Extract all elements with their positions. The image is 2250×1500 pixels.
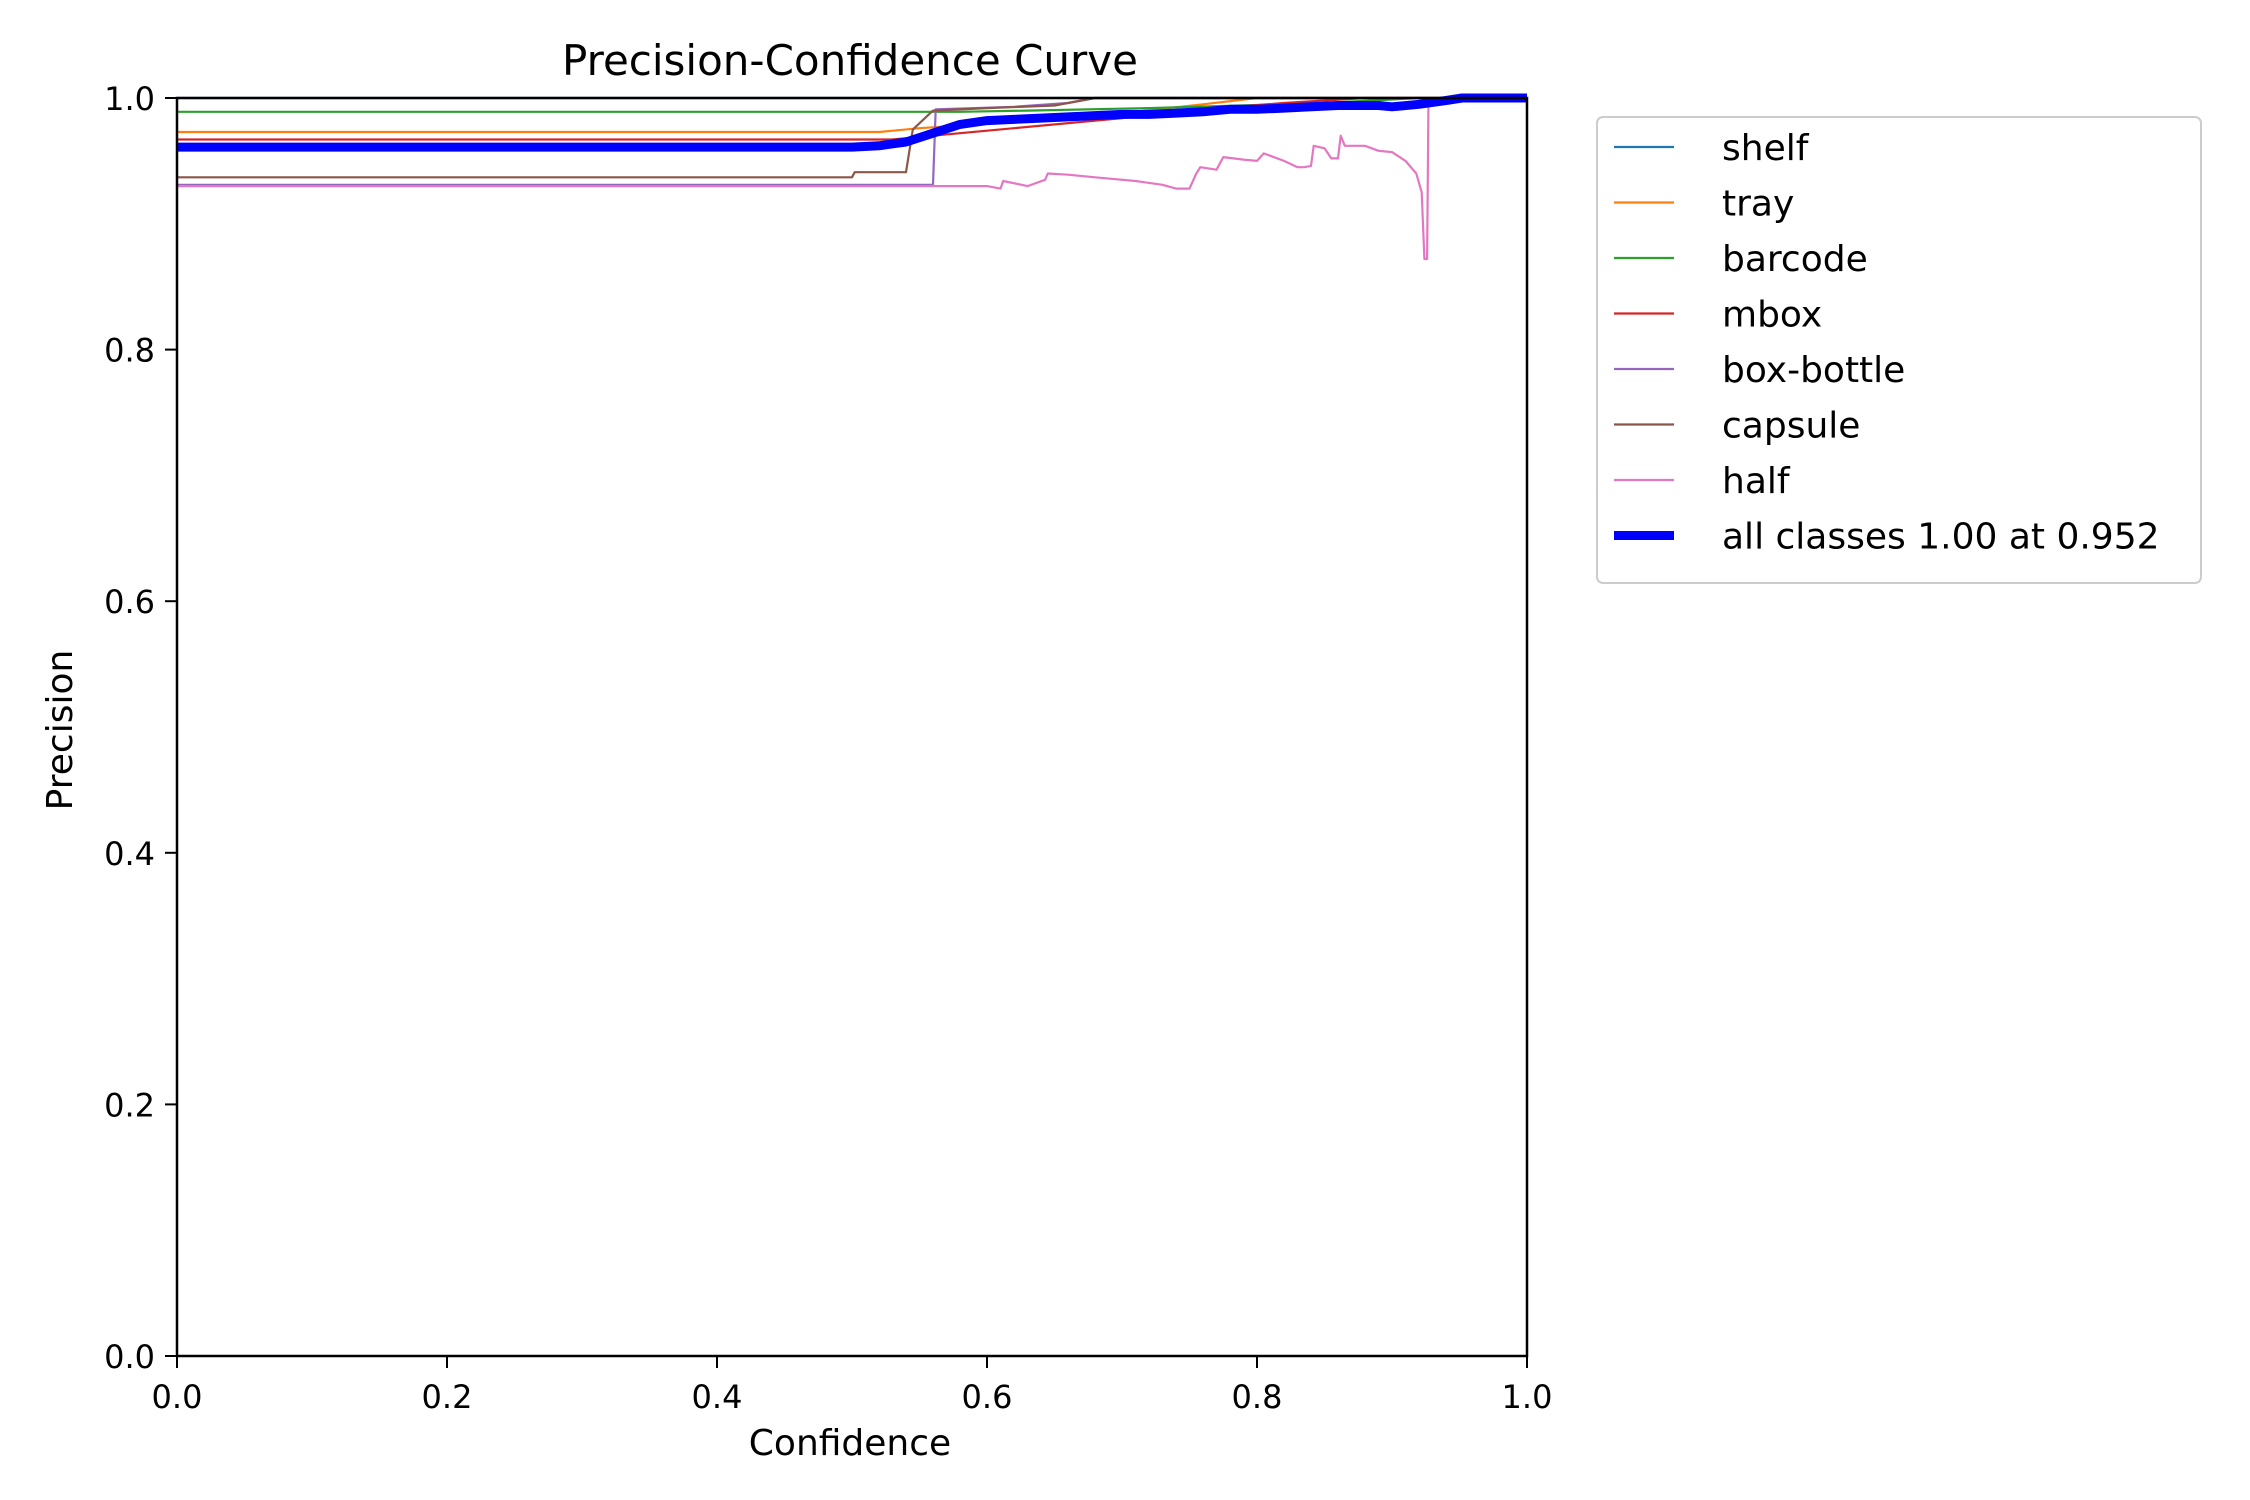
- legend-label-half: half: [1722, 461, 1791, 502]
- x-tick-label: 0.8: [1232, 1378, 1283, 1416]
- x-tick-label: 0.0: [152, 1378, 203, 1416]
- x-tick-label: 1.0: [1502, 1378, 1553, 1416]
- legend-label-box-bottle: box-bottle: [1722, 350, 1905, 391]
- y-tick-label: 1.0: [104, 80, 155, 118]
- chart-title: Precision-Confidence Curve: [562, 36, 1138, 85]
- x-tick-label: 0.4: [692, 1378, 743, 1416]
- x-axis: 0.0 0.2 0.4 0.6 0.8 1.0: [152, 1356, 1553, 1416]
- y-tick-label: 0.0: [104, 1338, 155, 1376]
- series-line-capsule: [177, 96, 1527, 179]
- x-axis-label: Confidence: [749, 1423, 951, 1464]
- x-tick-label: 0.2: [422, 1378, 473, 1416]
- legend-label-tray: tray: [1722, 184, 1794, 225]
- y-tick-label: 0.4: [104, 835, 155, 873]
- legend: shelf tray barcode mbox box-bottle capsule hal…: [1596, 116, 2202, 584]
- y-axis-label: Precision: [40, 650, 81, 811]
- legend-label-capsule: capsule: [1722, 406, 1860, 447]
- y-tick-label: 0.2: [104, 1086, 155, 1124]
- x-tick-label: 0.6: [962, 1378, 1013, 1416]
- plot-frame: [175, 96, 1529, 1358]
- legend-box: [1596, 116, 2202, 584]
- legend-label-mbox: mbox: [1722, 295, 1822, 336]
- series-line-all-classes-1-00-at-0-952: [177, 93, 1527, 152]
- y-tick-label: 0.6: [104, 583, 155, 621]
- plot-lines: [177, 93, 1527, 261]
- y-tick-label: 0.8: [104, 332, 155, 370]
- legend-label-shelf: shelf: [1722, 128, 1810, 169]
- legend-label-all-classes-1-00-at-0-952: all classes 1.00 at 0.952: [1722, 517, 2160, 558]
- y-axis: 0.0 0.2 0.4 0.6 0.8 1.0: [104, 80, 177, 1376]
- legend-label-barcode: barcode: [1722, 239, 1868, 280]
- series-line-half: [177, 96, 1527, 261]
